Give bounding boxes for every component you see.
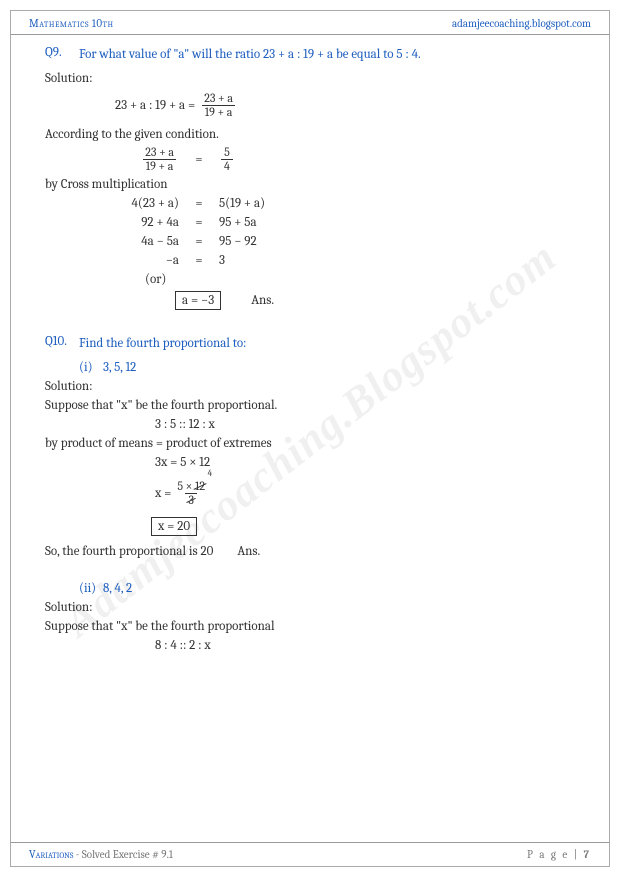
- footer-variations: Variations: [29, 848, 73, 861]
- q10-i-means: by product of means = product of extreme…: [45, 436, 575, 451]
- q9-step1-lhs: 4(23 + a): [99, 196, 189, 211]
- q9-text: For what value of "a" will the ratio 23 …: [79, 45, 421, 65]
- q10-i-step1: 3x = 5 × 12: [155, 455, 575, 470]
- q10-text: Find the fourth proportional to:: [79, 334, 247, 354]
- q10-i-strike-3: 3: [188, 493, 194, 507]
- q10-row: Q10. Find the fourth proportional to:: [45, 334, 575, 354]
- page-content: Q9. For what value of "a" will the ratio…: [11, 35, 609, 653]
- q10-i-cancel-frac: 5 × 12 4 3: [174, 480, 208, 507]
- q10-ii-suppose: Suppose that "x" be the fourth proportio…: [45, 619, 575, 634]
- q9-step2-eq: =: [189, 215, 209, 230]
- footer-page-label: P a g e |: [527, 848, 584, 861]
- q9-boxed: a = −3: [175, 291, 221, 310]
- q10-i-so-row: So, the fourth proportional is 20 Ans.: [45, 544, 575, 559]
- q9-answer: a = −3 Ans.: [175, 291, 575, 310]
- q9-steps: 4(23 + a) = 5(19 + a) 92 + 4a = 95 + 5a …: [99, 196, 575, 268]
- q9-step-2: 92 + 4a = 95 + 5a: [99, 215, 575, 230]
- q9-cross: by Cross multiplication: [45, 177, 575, 192]
- q9-frac2-num: 23 + a: [142, 146, 177, 159]
- q10-i-ratio: 3 : 5 :: 12 : x: [155, 417, 575, 432]
- q10-number: Q10.: [45, 334, 79, 349]
- page-header: Mathematics 10th adamjeecoaching.blogspo…: [11, 11, 609, 35]
- q9-step2-rhs: 95 + 5a: [209, 215, 257, 230]
- q10-i-sup4: 4: [208, 470, 212, 480]
- q10-ii-text: 8, 4, 2: [103, 581, 132, 596]
- q10-i-xeq: x =: [155, 486, 171, 501]
- q10-i-boxed-row: x = 20: [151, 517, 575, 536]
- q9-step-1: 4(23 + a) = 5(19 + a): [99, 196, 575, 211]
- page: Adamjeecoaching.Blogspot.com Mathematics…: [10, 10, 610, 867]
- q10-i-strike-12: 12: [195, 479, 205, 493]
- footer-page-num: 7: [584, 848, 591, 861]
- q9-step1-eq: =: [189, 196, 209, 211]
- q9-step2-lhs: 92 + 4a: [99, 215, 189, 230]
- q10-i-solution-label: Solution:: [45, 379, 575, 394]
- q9-frac-eq: 23 + a 19 + a = 5 4: [99, 146, 575, 173]
- q9-step1-rhs: 5(19 + a): [209, 196, 265, 211]
- q10-i-suppose: Suppose that "x" be the fourth proportio…: [45, 398, 575, 413]
- q9-frac3-num: 5: [221, 146, 233, 159]
- q9-frac1-den: 19 + a: [202, 105, 236, 119]
- q10-i-ans: Ans.: [237, 544, 260, 559]
- q9-eq1-lhs: 23 + a : 19 + a =: [115, 98, 195, 113]
- q10-ii-row: (ii) 8, 4, 2: [45, 581, 575, 596]
- footer-right: P a g e | 7: [527, 848, 591, 861]
- q10-i-text: 3, 5, 12: [103, 360, 136, 375]
- q9-or: (or): [145, 272, 575, 287]
- q9-number: Q9.: [45, 45, 79, 60]
- q9-frac1-num: 23 + a: [201, 92, 236, 105]
- q10-ii-num: (ii): [79, 581, 103, 596]
- header-subject: Mathematics 10th: [29, 17, 114, 30]
- q9-step4-lhs: −a: [99, 253, 189, 268]
- q9-step3-lhs: 4a − 5a: [99, 234, 189, 249]
- q9-frac1: 23 + a 19 + a: [201, 92, 236, 119]
- q9-step-3: 4a − 5a = 95 − 92: [99, 234, 575, 249]
- q9-step-4: −a = 3: [99, 253, 575, 268]
- q9-step3-eq: =: [189, 234, 209, 249]
- q9-frac3: 5 4: [221, 146, 233, 173]
- q9-step3-rhs: 95 − 92: [209, 234, 257, 249]
- q9-condition: According to the given condition.: [45, 127, 575, 142]
- q9-eq-sign: =: [189, 152, 209, 167]
- q9-step4-rhs: 3: [209, 253, 225, 268]
- q9-eq1: 23 + a : 19 + a = 23 + a 19 + a: [115, 92, 575, 119]
- page-footer: Variations - Solved Exercise # 9.1 P a g…: [11, 842, 609, 866]
- q10-i-row: (i) 3, 5, 12: [45, 360, 575, 375]
- q9-frac3-den: 4: [221, 159, 233, 173]
- q10-i-num: (i): [79, 360, 103, 375]
- q9-row: Q9. For what value of "a" will the ratio…: [45, 45, 575, 65]
- q10-ii-ratio: 8 : 4 :: 2 : x: [155, 638, 575, 653]
- q9-frac2: 23 + a 19 + a: [142, 146, 177, 173]
- q9-frac2-den: 19 + a: [143, 159, 177, 173]
- header-url: adamjeecoaching.blogspot.com: [452, 17, 591, 30]
- footer-left: Variations - Solved Exercise # 9.1: [29, 848, 173, 861]
- q9-ans-label: Ans.: [251, 293, 274, 308]
- q10-i-boxed: x = 20: [151, 517, 197, 536]
- q10-i-so: So, the fourth proportional is 20: [45, 544, 213, 559]
- q10-ii-solution-label: Solution:: [45, 600, 575, 615]
- q9-solution-label: Solution:: [45, 71, 575, 86]
- q10-i-frac-row: x = 5 × 12 4 3: [155, 480, 575, 507]
- q9-step4-eq: =: [189, 253, 209, 268]
- footer-subtitle: - Solved Exercise # 9.1: [73, 848, 172, 861]
